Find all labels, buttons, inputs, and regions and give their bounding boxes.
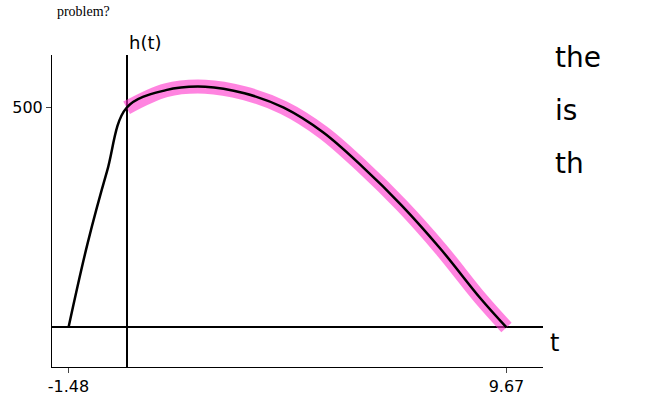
svg-text:the: the <box>555 41 601 74</box>
svg-text:-1.48: -1.48 <box>48 377 89 396</box>
svg-text:9.67: 9.67 <box>489 377 525 396</box>
svg-text:h(t): h(t) <box>129 32 162 53</box>
svg-text:is: is <box>555 94 577 127</box>
svg-text:problem?: problem? <box>57 4 110 19</box>
svg-text:t: t <box>550 329 559 357</box>
svg-text:500: 500 <box>12 98 43 117</box>
svg-text:th: th <box>555 147 584 180</box>
